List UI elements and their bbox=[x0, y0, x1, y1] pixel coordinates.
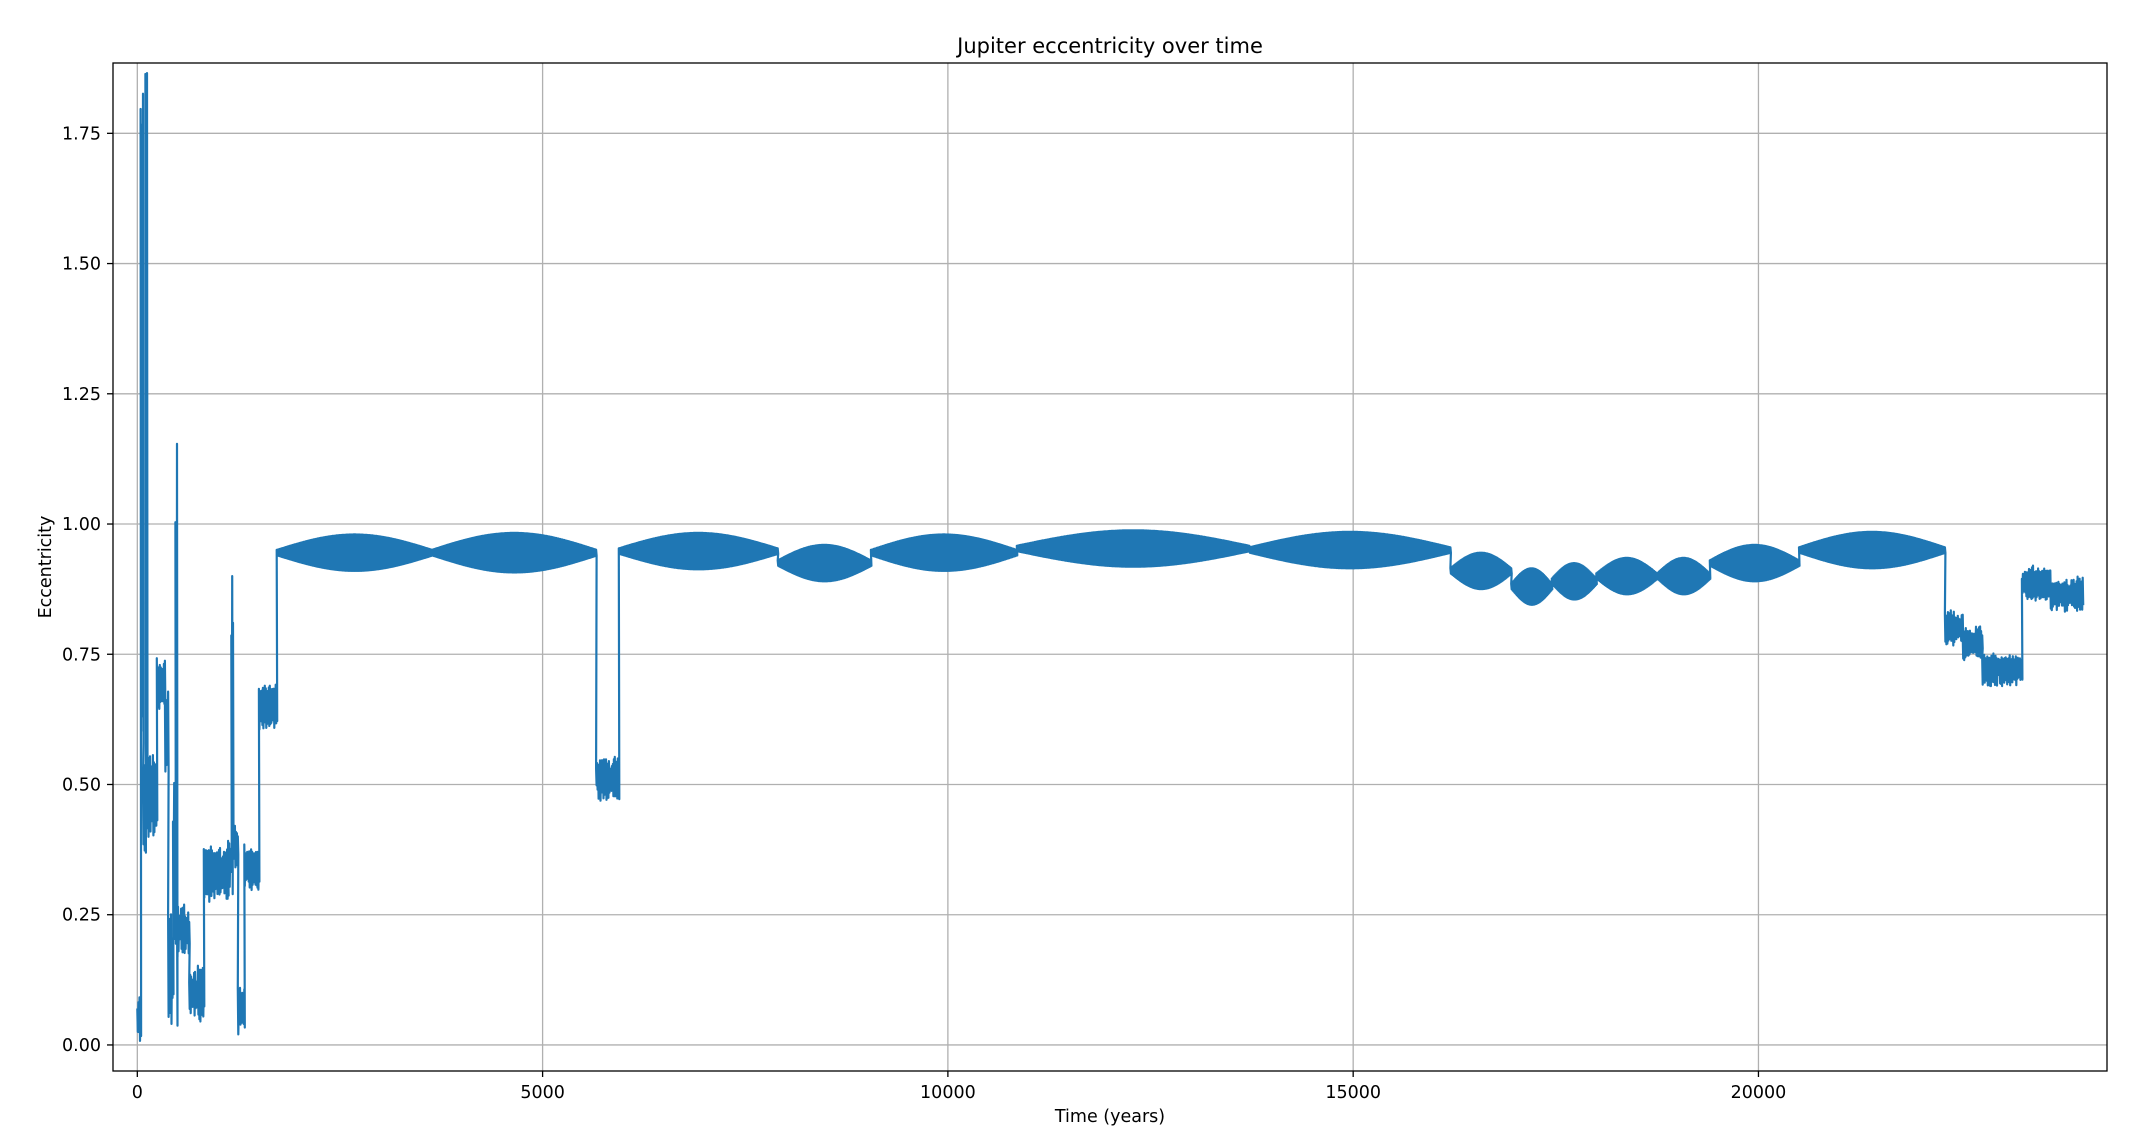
y-tick-label: 0.75 bbox=[62, 645, 101, 665]
y-tick-label: 1.75 bbox=[62, 124, 101, 144]
y-tick-label: 1.25 bbox=[62, 385, 101, 405]
series-line bbox=[136, 72, 2085, 1042]
plot-area bbox=[136, 72, 2085, 1042]
x-tick-label: 20000 bbox=[1731, 1083, 1787, 1103]
chart-title: Jupiter eccentricity over time bbox=[955, 34, 1263, 58]
x-tick-label: 10000 bbox=[920, 1083, 976, 1103]
y-tick-label: 0.50 bbox=[62, 775, 101, 795]
axes-frame bbox=[112, 62, 2108, 1072]
y-tick-label: 0.25 bbox=[62, 906, 101, 926]
y-tick-label: 0.00 bbox=[62, 1036, 101, 1056]
y-axis-label: Eccentricity bbox=[36, 516, 56, 619]
x-axis: 0 5000 10000 15000 20000 bbox=[132, 1071, 1787, 1103]
y-axis: 0.00 0.25 0.50 0.75 1.00 1.25 1.50 1.75 bbox=[62, 124, 113, 1056]
y-tick-label: 1.00 bbox=[62, 515, 101, 535]
y-tick-label: 1.50 bbox=[62, 255, 101, 275]
x-tick-label: 15000 bbox=[1325, 1083, 1381, 1103]
x-tick-label: 0 bbox=[132, 1083, 143, 1103]
x-tick-label: 5000 bbox=[520, 1083, 565, 1103]
x-axis-label: Time (years) bbox=[1054, 1107, 1165, 1127]
